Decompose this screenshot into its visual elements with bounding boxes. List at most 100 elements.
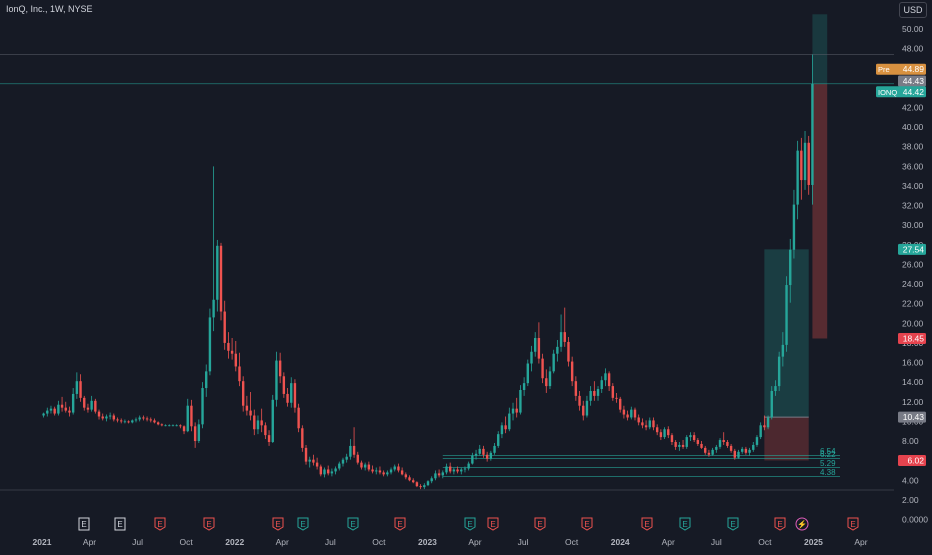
event-label: E: [584, 520, 589, 529]
candle-body: [633, 409, 637, 418]
candle-body: [552, 353, 555, 372]
candle-body: [131, 420, 134, 423]
candle-body: [393, 466, 396, 470]
candle-body: [308, 459, 311, 462]
y-tick-label: 0.0000: [902, 515, 928, 525]
event-label: E: [157, 520, 162, 529]
candle-body: [641, 422, 644, 426]
candle-body: [522, 383, 526, 391]
y-tick-label: 30.00: [902, 220, 924, 230]
candle-body: [245, 405, 249, 411]
x-tick-label: Jul: [132, 537, 143, 547]
candle-body: [696, 440, 700, 444]
candle-body: [485, 454, 489, 459]
candle-body: [116, 419, 119, 421]
earnings-event-icon[interactable]: E: [847, 517, 859, 531]
earnings-event-icon[interactable]: E: [203, 517, 215, 531]
candle-body: [334, 468, 337, 472]
candle-body: [774, 386, 777, 391]
x-tick-label: 2025: [804, 537, 823, 547]
candle-body: [79, 381, 82, 398]
candle-body: [179, 425, 182, 427]
earnings-event-icon[interactable]: E: [534, 517, 546, 531]
candle-body: [785, 285, 788, 345]
candle-body: [286, 393, 289, 403]
earnings-event-icon[interactable]: E: [487, 517, 499, 531]
candle-body: [681, 444, 685, 447]
candle-body: [256, 420, 260, 430]
earnings-event-icon[interactable]: E: [464, 517, 476, 531]
candle-body: [755, 437, 759, 445]
earnings-event-icon[interactable]: E: [727, 517, 739, 531]
event-label: E: [730, 520, 735, 529]
earnings-event-icon[interactable]: E: [154, 517, 166, 531]
premarket-price-tag-bg: [876, 63, 926, 75]
candle-body: [770, 390, 773, 418]
candle-body: [508, 413, 511, 430]
earnings-event-icon[interactable]: E: [114, 517, 126, 531]
earnings-event-icon[interactable]: E: [78, 517, 90, 531]
candle-body: [611, 386, 615, 398]
candle-body: [267, 435, 271, 443]
earnings-event-icon[interactable]: E: [774, 517, 786, 531]
candle-body: [448, 466, 452, 472]
lightning-icon-circle: [795, 517, 809, 531]
event-box: [78, 517, 90, 531]
y-tick-label: 14.00: [902, 377, 924, 387]
candle-body: [271, 399, 274, 443]
currency-button[interactable]: USD: [899, 2, 927, 18]
candle-body: [807, 142, 810, 185]
candle-body: [619, 398, 622, 410]
candle-body: [323, 469, 326, 475]
candle-body: [740, 448, 744, 452]
candle-body: [578, 395, 581, 406]
candle-body: [674, 442, 677, 447]
candle-body: [160, 424, 164, 426]
candle-body: [301, 428, 304, 448]
y-tick-label: 34.00: [902, 181, 924, 191]
dividend-event-icon[interactable]: ⚡: [795, 517, 809, 531]
candle-body: [175, 425, 178, 427]
x-tick-label: Apr: [468, 537, 481, 547]
event-label: E: [117, 520, 122, 529]
event-label: E: [81, 520, 86, 529]
candle-body: [704, 447, 707, 453]
candle-body: [278, 360, 282, 377]
x-tick-label: 2023: [418, 537, 437, 547]
x-tick-label: 2021: [33, 537, 52, 547]
x-tick-label: Oct: [372, 537, 386, 547]
earnings-event-icon[interactable]: E: [272, 517, 284, 531]
last-price-tag-value: 44.43: [903, 76, 925, 86]
earnings-event-icon[interactable]: E: [641, 517, 653, 531]
candle-body: [574, 381, 578, 396]
earnings-event-icon[interactable]: E: [581, 517, 593, 531]
candle-body: [164, 425, 167, 427]
candle-body: [437, 473, 441, 476]
y-tick-label: 20.00: [902, 318, 924, 328]
candle-body: [556, 346, 559, 354]
candle-body: [478, 448, 481, 454]
candle-body: [733, 450, 736, 458]
candle-body: [511, 408, 515, 414]
candle-body: [777, 356, 781, 387]
earnings-event-icon[interactable]: E: [347, 517, 359, 531]
earnings-event-icon[interactable]: E: [679, 517, 691, 531]
candle-body: [97, 411, 101, 417]
x-tick-label: 2022: [225, 537, 244, 547]
earnings-event-icon[interactable]: E: [394, 517, 406, 531]
candle-body: [171, 425, 175, 427]
event-shield: [464, 517, 476, 531]
candle-body: [389, 469, 393, 473]
earnings-event-icon[interactable]: E: [297, 517, 309, 531]
candle-body: [42, 413, 45, 416]
x-tick-label: 2024: [611, 537, 630, 547]
candle-body: [423, 485, 426, 488]
x-tick-label: Oct: [180, 537, 194, 547]
candle-body: [563, 332, 566, 342]
candle-body: [582, 405, 585, 416]
premarket-price-tag-symbol: Pre: [878, 65, 890, 74]
candle-body: [112, 415, 116, 420]
candle-body: [548, 371, 552, 387]
